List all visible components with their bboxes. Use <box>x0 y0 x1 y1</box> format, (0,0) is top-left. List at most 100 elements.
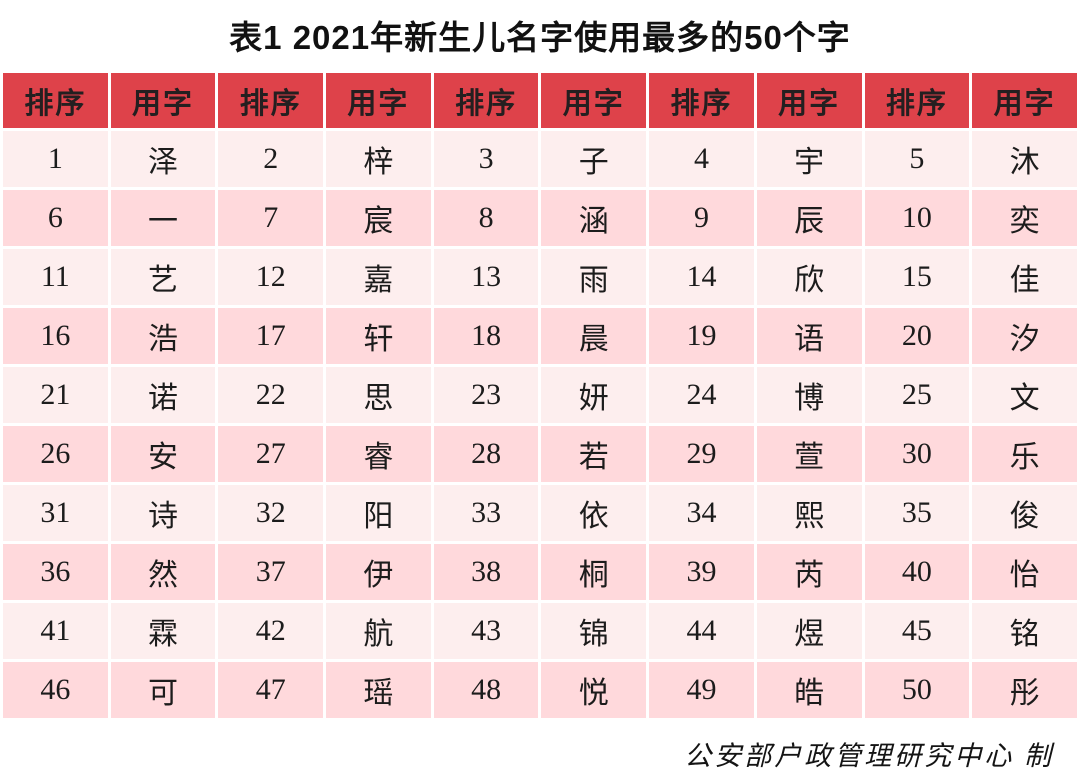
character-cell: 奕 <box>969 187 1080 249</box>
rank-cell: 46 <box>0 659 111 721</box>
rank-cell: 29 <box>646 423 757 485</box>
character-cell: 雨 <box>538 246 650 308</box>
character-cell: 锦 <box>538 600 650 662</box>
character-cell: 煜 <box>753 600 865 662</box>
character-cell: 瑶 <box>323 659 434 721</box>
character-cell: 阳 <box>323 482 434 544</box>
table-row: 26 安 27 睿 28 若 29 萱 30 乐 <box>0 423 1080 485</box>
character-cell: 诺 <box>107 364 219 426</box>
character-cell: 子 <box>538 128 650 190</box>
rank-cell: 16 <box>0 305 111 367</box>
table-row: 21 诺 22 思 23 妍 24 博 25 文 <box>0 364 1080 426</box>
rank-cell: 3 <box>430 128 542 190</box>
rank-cell: 42 <box>215 600 327 662</box>
character-cell: 铭 <box>969 600 1080 662</box>
character-cell: 安 <box>107 423 219 485</box>
character-cell: 博 <box>753 364 865 426</box>
rank-cell: 38 <box>430 541 542 603</box>
table-row: 36 然 37 伊 38 桐 39 芮 40 怡 <box>0 541 1080 603</box>
rank-cell: 9 <box>646 187 757 249</box>
rank-cell: 1 <box>0 128 111 190</box>
rank-cell: 12 <box>215 246 327 308</box>
character-cell: 萱 <box>753 423 865 485</box>
character-cell: 沐 <box>969 128 1080 190</box>
header-row: 排序 用字 排序 用字 排序 用字 排序 用字 排序 用字 <box>0 70 1080 131</box>
rank-cell: 50 <box>861 659 973 721</box>
column-header-rank: 排序 <box>646 70 757 131</box>
character-cell: 轩 <box>323 305 434 367</box>
character-cell: 思 <box>323 364 434 426</box>
character-cell: 泽 <box>107 128 219 190</box>
character-cell: 辰 <box>753 187 865 249</box>
rank-cell: 35 <box>861 482 973 544</box>
rank-cell: 17 <box>215 305 327 367</box>
table-row: 31 诗 32 阳 33 依 34 熙 35 俊 <box>0 482 1080 544</box>
rank-cell: 27 <box>215 423 327 485</box>
character-cell: 诗 <box>107 482 219 544</box>
character-cell: 睿 <box>323 423 434 485</box>
column-header-character: 用字 <box>538 70 650 131</box>
character-cell: 乐 <box>969 423 1080 485</box>
character-cell: 宸 <box>323 187 434 249</box>
rank-cell: 49 <box>646 659 757 721</box>
rank-cell: 20 <box>861 305 973 367</box>
rank-cell: 11 <box>0 246 111 308</box>
rank-cell: 25 <box>861 364 973 426</box>
character-cell: 熙 <box>753 482 865 544</box>
character-cell: 芮 <box>753 541 865 603</box>
rank-cell: 15 <box>861 246 973 308</box>
character-cell: 霖 <box>107 600 219 662</box>
rank-cell: 44 <box>646 600 757 662</box>
source-note: 公安部户政管理研究中心 制 <box>684 741 1054 771</box>
rank-cell: 7 <box>215 187 327 249</box>
column-header-rank: 排序 <box>0 70 111 131</box>
rank-cell: 23 <box>430 364 542 426</box>
rank-cell: 32 <box>215 482 327 544</box>
rank-cell: 31 <box>0 482 111 544</box>
character-cell: 欣 <box>753 246 865 308</box>
rank-cell: 36 <box>0 541 111 603</box>
column-header-rank: 排序 <box>861 70 973 131</box>
table-title: 表1 2021年新生儿名字使用最多的50个字 <box>229 19 851 56</box>
column-header-character: 用字 <box>323 70 434 131</box>
character-cell: 航 <box>323 600 434 662</box>
rank-cell: 10 <box>861 187 973 249</box>
character-cell: 浩 <box>107 305 219 367</box>
rank-cell: 48 <box>430 659 542 721</box>
rank-cell: 18 <box>430 305 542 367</box>
rank-cell: 43 <box>430 600 542 662</box>
rank-cell: 24 <box>646 364 757 426</box>
character-cell: 若 <box>538 423 650 485</box>
rank-cell: 28 <box>430 423 542 485</box>
column-header-character: 用字 <box>107 70 219 131</box>
character-cell: 宇 <box>753 128 865 190</box>
rank-cell: 47 <box>215 659 327 721</box>
character-cell: 晨 <box>538 305 650 367</box>
character-cell: 怡 <box>969 541 1080 603</box>
rank-cell: 34 <box>646 482 757 544</box>
table-header: 排序 用字 排序 用字 排序 用字 排序 用字 排序 用字 <box>0 70 1080 131</box>
column-header-character: 用字 <box>969 70 1080 131</box>
rank-cell: 22 <box>215 364 327 426</box>
character-cell: 佳 <box>969 246 1080 308</box>
character-cell: 涵 <box>538 187 650 249</box>
rank-cell: 40 <box>861 541 973 603</box>
rank-cell: 5 <box>861 128 973 190</box>
rank-cell: 4 <box>646 128 757 190</box>
table-body: 1 泽 2 梓 3 子 4 宇 5 沐 6 一 7 宸 8 涵 9 辰 10 奕 11 艺 12 嘉 13 雨 14 欣 15 佳 16 浩 1… <box>0 128 1080 721</box>
character-cell: 桐 <box>538 541 650 603</box>
character-cell: 可 <box>107 659 219 721</box>
character-cell: 妍 <box>538 364 650 426</box>
column-header-character: 用字 <box>753 70 865 131</box>
table-row: 6 一 7 宸 8 涵 9 辰 10 奕 <box>0 187 1080 249</box>
character-cell: 彤 <box>969 659 1080 721</box>
rank-cell: 21 <box>0 364 111 426</box>
character-cell: 汐 <box>969 305 1080 367</box>
character-cell: 伊 <box>323 541 434 603</box>
rank-cell: 37 <box>215 541 327 603</box>
table-row: 46 可 47 瑶 48 悦 49 皓 50 彤 <box>0 659 1080 721</box>
rank-cell: 14 <box>646 246 757 308</box>
character-cell: 然 <box>107 541 219 603</box>
character-cell: 语 <box>753 305 865 367</box>
